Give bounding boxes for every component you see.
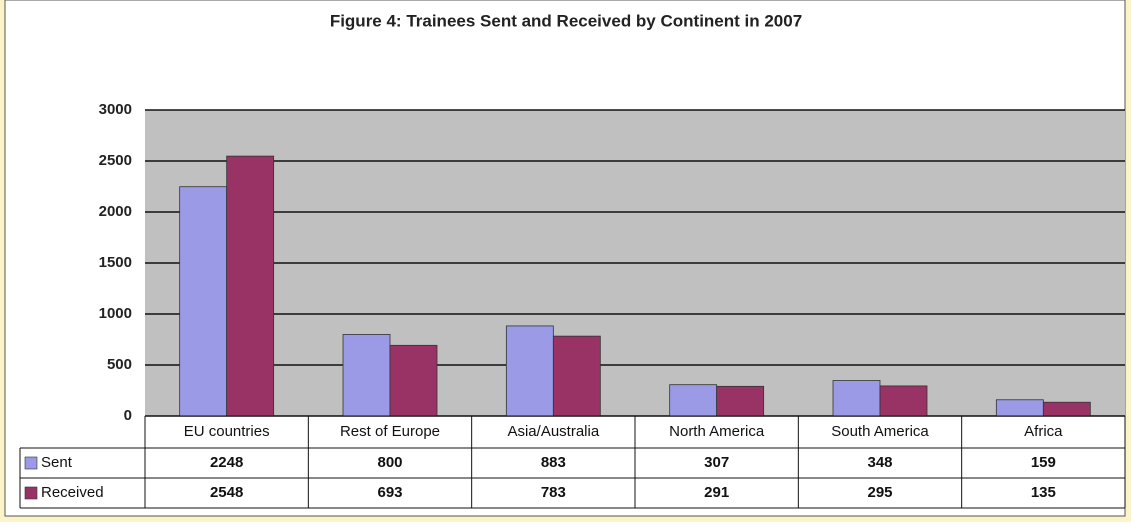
x-tick-label: Africa — [1024, 423, 1063, 440]
bar — [505, 325, 554, 417]
bar — [716, 385, 765, 417]
y-tick-label: 500 — [107, 356, 132, 373]
bar — [669, 384, 718, 417]
chart-title: Figure 4: Trainees Sent and Received by … — [330, 11, 802, 30]
legend-swatch — [24, 456, 38, 470]
table-value: 783 — [541, 484, 566, 501]
bar — [552, 335, 601, 417]
table-value: 693 — [377, 484, 402, 501]
legend-swatch — [24, 486, 38, 500]
bar — [1042, 401, 1091, 417]
bar — [832, 380, 881, 417]
x-tick-label: Rest of Europe — [340, 423, 440, 440]
bar — [879, 385, 928, 417]
y-tick-label: 0 — [124, 407, 132, 424]
bar — [342, 333, 391, 417]
table-value: 2548 — [210, 484, 243, 501]
y-tick-label: 2500 — [99, 152, 132, 169]
table-value: 135 — [1031, 484, 1056, 501]
x-tick-label: North America — [669, 423, 765, 440]
table-value: 348 — [867, 454, 892, 471]
table-value: 159 — [1031, 454, 1056, 471]
legend-label: Sent — [41, 454, 73, 471]
table-value: 883 — [541, 454, 566, 471]
table-value: 295 — [867, 484, 892, 501]
bar — [995, 399, 1044, 417]
table-value: 307 — [704, 454, 729, 471]
legend-label: Received — [41, 484, 104, 501]
table-value: 2248 — [210, 454, 243, 471]
x-tick-label: Asia/Australia — [507, 423, 599, 440]
bar — [179, 186, 228, 417]
x-tick-label: EU countries — [184, 423, 270, 440]
y-tick-label: 3000 — [99, 101, 132, 118]
x-tick-label: South America — [831, 423, 929, 440]
y-tick-label: 1000 — [99, 305, 132, 322]
table-value: 291 — [704, 484, 729, 501]
table-value: 800 — [377, 454, 402, 471]
bar — [389, 344, 438, 417]
y-tick-label: 2000 — [99, 203, 132, 220]
y-tick-label: 1500 — [99, 254, 132, 271]
bar — [226, 155, 275, 417]
